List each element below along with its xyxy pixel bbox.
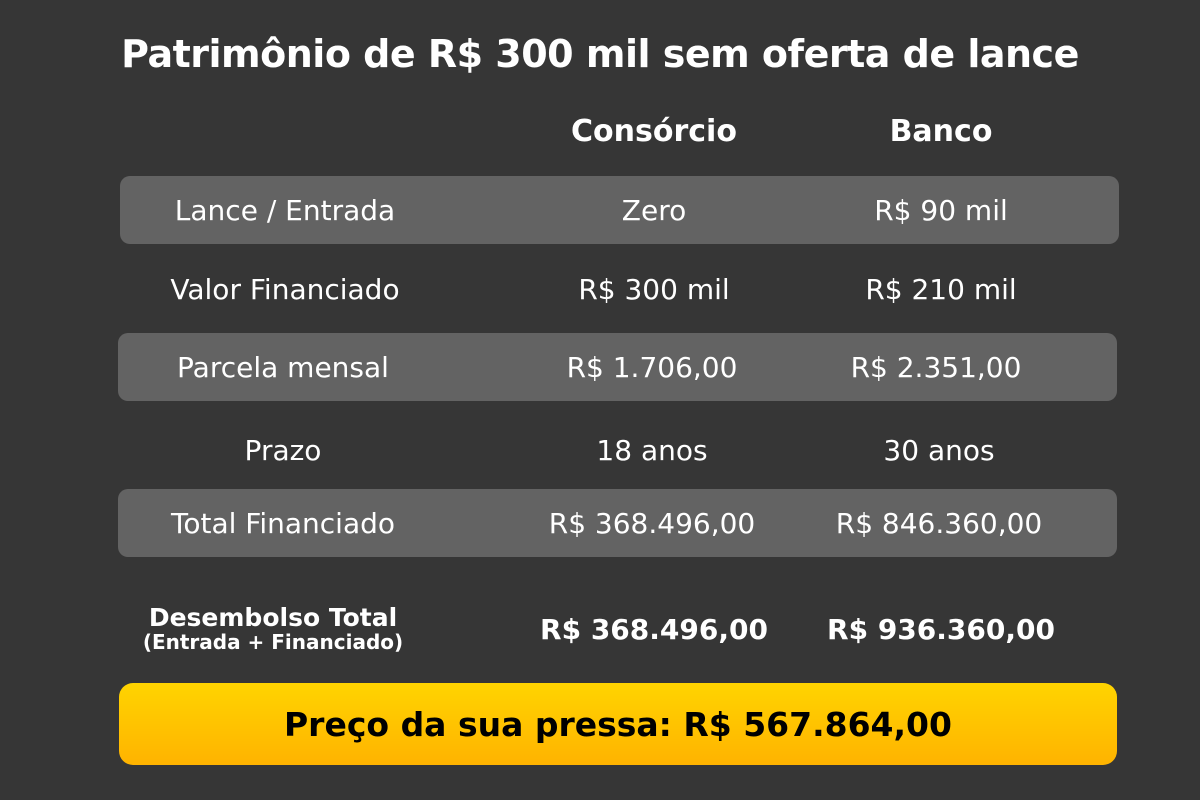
consorcio-value: Zero xyxy=(621,193,687,227)
banco-value: R$ 210 mil xyxy=(865,272,1017,306)
column-header-consorcio: Consórcio xyxy=(571,114,737,149)
table-row-valor-financiado: Valor Financiado R$ 300 mil R$ 210 mil xyxy=(120,255,1119,323)
table-row-parcela: Parcela mensal R$ 1.706,00 R$ 2.351,00 xyxy=(118,333,1117,401)
banco-value: 30 anos xyxy=(883,433,995,467)
total-label: Desembolso Total (Entrada + Financiado) xyxy=(108,594,438,664)
consorcio-total: R$ 368.496,00 xyxy=(540,612,768,646)
row-label: Parcela mensal xyxy=(177,350,389,384)
row-label: Lance / Entrada xyxy=(174,193,396,227)
row-label: Total Financiado xyxy=(170,506,396,540)
price-of-haste-banner: Preço da sua pressa: R$ 567.864,00 xyxy=(119,683,1117,765)
page-title: Patrimônio de R$ 300 mil sem oferta de l… xyxy=(121,32,1079,76)
total-label-main: Desembolso Total xyxy=(148,603,398,633)
consorcio-value: 18 anos xyxy=(596,433,708,467)
table-row-lance: Lance / Entrada Zero R$ 90 mil xyxy=(120,176,1119,244)
banco-value: R$ 90 mil xyxy=(874,193,1008,227)
row-label: Prazo xyxy=(244,433,322,467)
column-header-banco: Banco xyxy=(889,114,993,149)
total-label-sub: (Entrada + Financiado) xyxy=(142,629,404,654)
consorcio-value: R$ 1.706,00 xyxy=(566,350,738,384)
table-row-total-financiado: Total Financiado R$ 368.496,00 R$ 846.36… xyxy=(118,489,1117,557)
table-row-prazo: Prazo 18 anos 30 anos xyxy=(120,416,1119,484)
row-label: Valor Financiado xyxy=(170,272,400,306)
table-row-desembolso-total: Desembolso Total (Entrada + Financiado) … xyxy=(120,594,1119,664)
banco-value: R$ 2.351,00 xyxy=(850,350,1022,384)
banco-value: R$ 846.360,00 xyxy=(835,506,1043,540)
consorcio-value: R$ 368.496,00 xyxy=(548,506,756,540)
consorcio-value: R$ 300 mil xyxy=(578,272,730,306)
banco-total: R$ 936.360,00 xyxy=(827,612,1055,646)
